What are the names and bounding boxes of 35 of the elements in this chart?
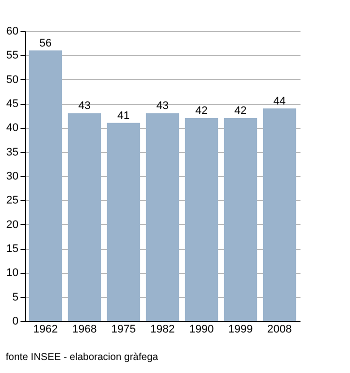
y-tick-label: 30 <box>6 170 18 182</box>
bar <box>106 122 140 321</box>
data-label: 56 <box>39 37 52 50</box>
y-tick-label: 35 <box>6 146 18 158</box>
y-tick-label: 10 <box>6 267 18 280</box>
bar <box>262 108 296 321</box>
y-tick-label: 25 <box>6 194 18 207</box>
x-tick-label: 2008 <box>267 324 292 336</box>
data-label: 44 <box>273 95 286 108</box>
x-tick-label: 1982 <box>150 324 175 336</box>
x-tick-label: 1990 <box>189 324 214 336</box>
y-tick-label: 20 <box>6 218 18 231</box>
x-tick-label: 1999 <box>228 324 253 336</box>
bar <box>28 50 62 321</box>
y-tick-label: 0 <box>12 316 18 328</box>
source-note: fonte INSEE - elaboracion gràfega <box>6 352 159 363</box>
y-tick-label: 40 <box>6 122 18 134</box>
data-label: 43 <box>78 100 91 112</box>
data-label: 41 <box>117 110 130 122</box>
y-tick-label: 60 <box>6 26 18 38</box>
bar <box>68 113 102 321</box>
bar <box>224 118 258 321</box>
y-tick-label: 55 <box>6 50 18 62</box>
x-tick-label: 1975 <box>111 324 136 336</box>
data-label: 42 <box>234 105 247 117</box>
bar <box>184 118 218 321</box>
x-tick-label: 1968 <box>72 324 97 336</box>
bar <box>146 113 180 321</box>
x-tick-label: 1962 <box>33 324 58 336</box>
data-label: 43 <box>156 100 169 112</box>
y-tick-label: 45 <box>6 98 18 110</box>
data-label: 42 <box>195 105 208 117</box>
y-tick-label: 5 <box>12 291 18 304</box>
y-tick-label: 50 <box>6 74 18 86</box>
y-tick-label: 15 <box>6 243 18 255</box>
